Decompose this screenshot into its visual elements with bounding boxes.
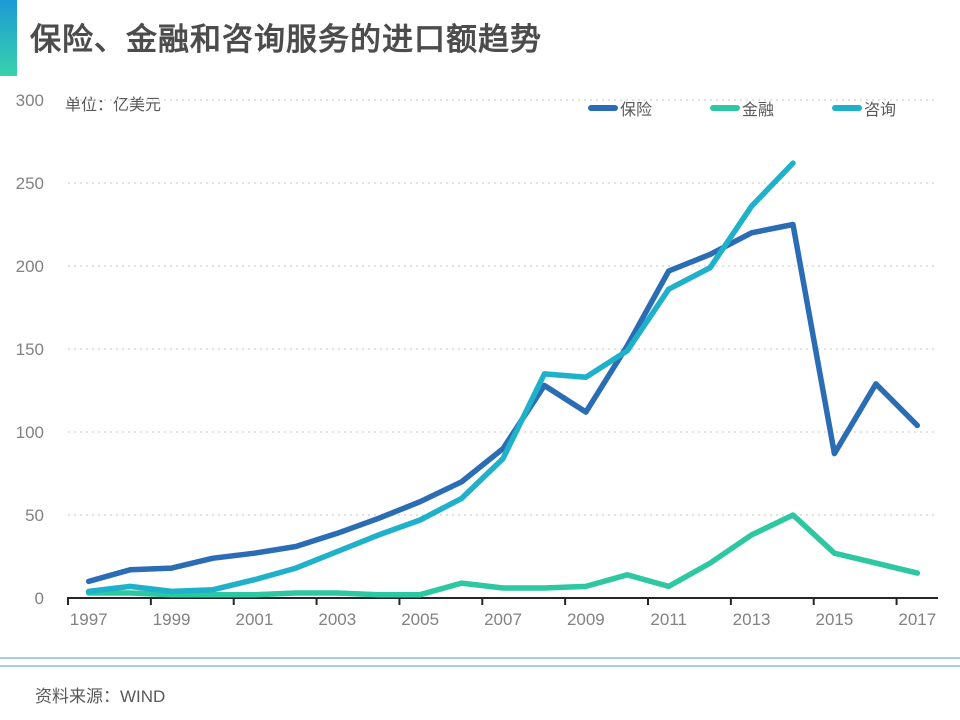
x-axis-tick-label: 2001: [236, 610, 274, 629]
x-axis-tick-label: 1997: [70, 610, 108, 629]
x-axis-tick-label: 1999: [153, 610, 191, 629]
y-axis-tick-label: 150: [16, 340, 44, 359]
series-line-insurance: [85, 221, 921, 585]
x-axis-tick-label: 2015: [816, 610, 854, 629]
chart-legend: 保险 金融 咨询: [0, 98, 960, 119]
legend-label-finance: 金融: [742, 102, 775, 119]
legend-item-consulting: 咨询: [832, 98, 897, 119]
x-axis-tick-label: 2005: [401, 610, 439, 629]
source-divider: [0, 657, 960, 667]
unit-label: 单位：亿美元: [65, 97, 162, 114]
x-axis-tick-label: 2011: [650, 610, 687, 629]
y-axis-tick-label: 250: [16, 174, 44, 193]
series-line-consulting: [85, 160, 796, 595]
legend-item-insurance: 保险: [588, 98, 653, 119]
x-axis-tick-label: 2013: [733, 610, 771, 629]
y-axis-tick-label: 200: [16, 257, 44, 276]
y-axis-tick-label: 50: [25, 506, 44, 525]
y-axis-tick-label: 0: [35, 589, 44, 608]
y-axis-tick-label: 300: [16, 91, 44, 110]
legend-swatch-consulting: [832, 105, 862, 111]
title-accent-bar: [0, 0, 17, 76]
x-axis-tick-label: 2003: [318, 610, 356, 629]
legend-swatch-insurance: [588, 105, 618, 111]
x-axis-tick-label: 2009: [567, 610, 605, 629]
legend-label-insurance: 保险: [620, 102, 653, 119]
legend-label-consulting: 咨询: [864, 102, 897, 119]
x-axis-tick-label: 2007: [484, 610, 522, 629]
y-axis-tick-label: 100: [16, 423, 44, 442]
source-text: 资料来源：WIND: [35, 687, 166, 706]
series-line-finance: [85, 512, 921, 598]
page-title: 保险、金融和咨询服务的进口额趋势: [30, 22, 542, 57]
legend-swatch-finance: [710, 105, 740, 111]
x-axis-tick-label: 2017: [898, 610, 936, 629]
legend-item-finance: 金融: [710, 98, 775, 119]
